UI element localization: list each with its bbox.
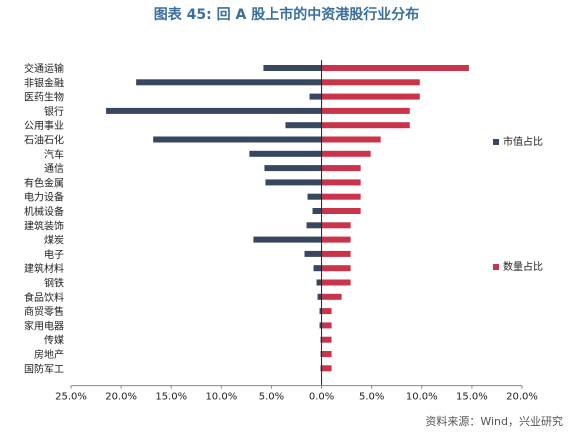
bar-market-cap bbox=[313, 265, 322, 272]
bar-count bbox=[321, 222, 351, 229]
x-tick-label: 15.0% bbox=[456, 392, 488, 403]
bar-count bbox=[321, 265, 351, 272]
bar-count bbox=[321, 93, 420, 100]
bar-count bbox=[321, 122, 410, 129]
bar-market-cap bbox=[153, 136, 322, 143]
bar-count bbox=[321, 351, 332, 357]
series-market-cap-bars bbox=[106, 65, 322, 372]
bar-count bbox=[321, 193, 361, 200]
bar-count bbox=[321, 107, 410, 114]
category-label: 有色金属 bbox=[24, 176, 64, 189]
source-note: 资料来源：Wind，兴业研究 bbox=[425, 415, 563, 428]
category-label: 医药生物 bbox=[24, 91, 64, 104]
bar-market-cap bbox=[285, 122, 322, 129]
x-tick-label: 10.0% bbox=[406, 392, 438, 403]
bar-count bbox=[321, 179, 361, 186]
x-tick-label: 0.0% bbox=[309, 392, 334, 403]
bar-market-cap bbox=[320, 365, 322, 372]
bar-count bbox=[321, 336, 332, 343]
category-label: 国防军工 bbox=[24, 362, 64, 375]
category-label: 机械设备 bbox=[24, 205, 64, 218]
bar-count bbox=[321, 308, 332, 315]
category-label: 房地产 bbox=[34, 348, 64, 361]
bar-count bbox=[321, 79, 420, 86]
category-label: 钢铁 bbox=[44, 277, 64, 290]
series-count-bars bbox=[321, 65, 469, 372]
x-tick-label: 5.0% bbox=[359, 392, 384, 403]
bar-market-cap bbox=[263, 65, 322, 71]
legend-label: 数量占比 bbox=[503, 260, 543, 273]
bar-count bbox=[321, 365, 332, 372]
category-label: 商贸零售 bbox=[24, 305, 64, 318]
category-label: 石油石化 bbox=[24, 134, 64, 147]
category-label: 电子 bbox=[44, 248, 64, 261]
x-tick-label: 25.0% bbox=[55, 392, 87, 403]
category-label: 传媒 bbox=[44, 335, 64, 347]
category-label: 公用事业 bbox=[24, 119, 64, 132]
category-label: 汽车 bbox=[44, 148, 64, 161]
category-label: 家用电器 bbox=[24, 319, 64, 332]
bar-count bbox=[321, 150, 371, 157]
category-labels: 交通运输非银金融医药生物银行公用事业石油石化汽车通信有色金属电力设备机械设备建筑… bbox=[24, 62, 64, 375]
bar-market-cap bbox=[319, 308, 322, 315]
bar-count bbox=[321, 165, 361, 172]
category-label: 非银金融 bbox=[24, 76, 64, 89]
x-tick-labels: 25.0% 20.0% 15.0% 10.0% 5.0% 0.0% 5.0% 10.0% 15.… bbox=[55, 392, 538, 403]
bar-market-cap bbox=[136, 79, 322, 86]
bar-market-cap bbox=[304, 250, 322, 257]
chart-title: 图表 45: 回 A 股上市的中资港股行业分布 bbox=[153, 7, 420, 23]
bar-market-cap bbox=[312, 208, 322, 214]
bar-market-cap bbox=[106, 107, 322, 114]
bar-market-cap bbox=[309, 93, 322, 100]
category-label: 建筑材料 bbox=[24, 262, 64, 275]
category-label: 电力设备 bbox=[24, 191, 64, 204]
bar-market-cap bbox=[306, 222, 322, 229]
legend-swatch bbox=[493, 264, 499, 270]
bar-count bbox=[321, 279, 351, 286]
bar-count bbox=[321, 236, 351, 243]
bar-market-cap bbox=[320, 351, 322, 357]
legend-swatch bbox=[493, 139, 499, 145]
bar-count bbox=[321, 293, 342, 300]
bar-count bbox=[321, 65, 469, 71]
bar-count bbox=[321, 250, 351, 257]
bar-count bbox=[321, 322, 332, 329]
bar-market-cap bbox=[264, 165, 322, 172]
category-label: 煤炭 bbox=[44, 234, 64, 247]
x-tick-label: 10.0% bbox=[205, 392, 237, 403]
x-tick-label: 5.0% bbox=[259, 392, 284, 403]
category-label: 交通运输 bbox=[24, 62, 64, 75]
bar-market-cap bbox=[319, 322, 322, 329]
bar-market-cap bbox=[316, 279, 322, 286]
bar-count bbox=[321, 208, 361, 214]
category-label: 建筑装饰 bbox=[24, 219, 64, 232]
x-tick-label: 20.0% bbox=[105, 392, 137, 403]
x-axis bbox=[70, 60, 523, 389]
bar-market-cap bbox=[253, 236, 322, 243]
bar-market-cap bbox=[249, 150, 322, 157]
bar-market-cap bbox=[307, 193, 322, 200]
x-tick-label: 20.0% bbox=[506, 392, 538, 403]
bar-market-cap bbox=[317, 293, 322, 300]
bar-market-cap bbox=[320, 336, 322, 343]
x-tick-label: 15.0% bbox=[155, 392, 187, 403]
bar-market-cap bbox=[265, 179, 322, 186]
category-label: 食品饮料 bbox=[24, 291, 64, 304]
bar-count bbox=[321, 136, 381, 143]
legend-label: 市值占比 bbox=[503, 135, 543, 148]
category-label: 通信 bbox=[44, 163, 64, 175]
category-label: 银行 bbox=[44, 105, 64, 118]
